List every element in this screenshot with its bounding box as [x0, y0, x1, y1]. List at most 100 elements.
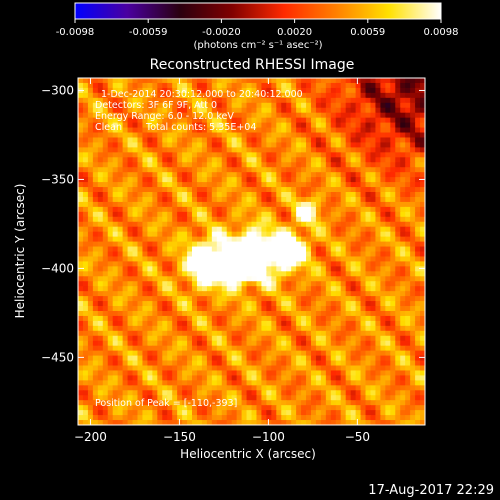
heatmap-cell: [92, 78, 99, 84]
heatmap-cell: [162, 221, 168, 228]
heatmap-cell: [350, 137, 357, 144]
heatmap-cell: [192, 92, 198, 99]
heatmap-cell: [306, 350, 312, 357]
heatmap-cell: [345, 196, 352, 203]
heatmap-cell: [400, 172, 406, 178]
heatmap-cell: [107, 410, 114, 416]
heatmap-cell: [301, 335, 307, 342]
heatmap-cell: [157, 201, 163, 208]
heatmap-cell: [78, 271, 84, 277]
heatmap-cell: [296, 182, 302, 188]
colorbar-tick-label: 0.0059: [350, 27, 385, 38]
heatmap-cell: [97, 261, 104, 267]
heatmap-cell: [206, 102, 213, 109]
heatmap-cell: [162, 147, 168, 153]
heatmap-cell: [132, 187, 139, 193]
heatmap-cell: [196, 310, 203, 317]
heatmap-cell: [370, 301, 377, 307]
heatmap-cell: [370, 390, 377, 396]
heatmap-cell: [410, 226, 416, 233]
heatmap-cell: [172, 276, 178, 282]
heatmap-cell: [335, 380, 342, 386]
heatmap-cell: [107, 325, 114, 332]
heatmap-cell: [92, 87, 99, 94]
heatmap-cell: [415, 390, 421, 396]
heatmap-cell: [117, 102, 124, 109]
heatmap-cell: [236, 167, 243, 173]
heatmap-cell: [301, 266, 307, 272]
heatmap-cell: [350, 310, 357, 317]
heatmap-cell: [350, 375, 357, 381]
heatmap-cell: [147, 117, 153, 124]
heatmap-cell: [142, 301, 148, 307]
heatmap-cell: [211, 82, 218, 89]
heatmap-cell: [147, 370, 153, 377]
heatmap-cell: [97, 192, 104, 198]
heatmap-cell: [335, 152, 342, 158]
heatmap-cell: [162, 172, 168, 178]
heatmap-cell: [266, 400, 272, 406]
heatmap-cell: [167, 310, 173, 317]
heatmap-cell: [221, 315, 228, 322]
heatmap-cell: [266, 320, 272, 327]
heatmap-cell: [315, 365, 322, 372]
heatmap-cell: [122, 355, 129, 362]
heatmap-cell: [142, 286, 148, 292]
heatmap-cell: [335, 107, 342, 114]
heatmap-cell: [127, 365, 134, 372]
heatmap-cell: [325, 340, 332, 347]
heatmap-cell: [385, 291, 391, 297]
heatmap-cell: [192, 330, 198, 337]
heatmap-cell: [147, 82, 153, 89]
heatmap-cell: [370, 410, 377, 416]
heatmap-cell: [92, 256, 99, 263]
heatmap-cell: [365, 187, 372, 193]
heatmap-cell: [162, 360, 168, 367]
heatmap-cell: [132, 172, 139, 178]
heatmap-cell: [122, 236, 129, 243]
heatmap-cell: [132, 127, 139, 134]
heatmap-cell: [192, 355, 198, 362]
heatmap-cell: [390, 92, 396, 99]
heatmap-cell: [196, 390, 203, 396]
heatmap-cell: [226, 320, 233, 327]
heatmap-cell: [137, 192, 144, 198]
heatmap-cell: [395, 281, 401, 287]
heatmap-cell: [350, 102, 357, 109]
heatmap-cell: [157, 142, 163, 148]
heatmap-cell: [370, 122, 377, 129]
heatmap-cell: [370, 92, 377, 99]
heatmap-cell: [276, 117, 282, 124]
heatmap-cell: [122, 162, 129, 168]
heatmap-cell: [380, 400, 386, 406]
heatmap-cell: [167, 350, 173, 357]
heatmap-cell: [360, 306, 367, 312]
heatmap-cell: [147, 360, 153, 367]
heatmap-cell: [320, 82, 327, 89]
heatmap-cell: [187, 330, 193, 337]
heatmap-cell: [97, 325, 104, 332]
heatmap-cell: [187, 112, 193, 119]
heatmap-cell: [330, 385, 337, 391]
heatmap-cell: [97, 410, 104, 416]
heatmap-cell: [122, 405, 129, 411]
heatmap-cell: [206, 92, 213, 99]
heatmap-cell: [177, 167, 183, 173]
heatmap-cell: [261, 345, 267, 352]
heatmap-cell: [410, 286, 416, 292]
heatmap-cell: [87, 256, 94, 263]
heatmap-cell: [251, 330, 258, 337]
heatmap-cell: [231, 385, 238, 391]
heatmap-cell: [306, 122, 312, 129]
heatmap-cell: [350, 92, 357, 99]
heatmap-cell: [182, 211, 188, 218]
heatmap-cell: [276, 97, 282, 104]
heatmap-cell: [291, 142, 297, 148]
heatmap-cell: [281, 92, 287, 99]
heatmap-cell: [301, 415, 307, 421]
heatmap-cell: [400, 142, 406, 148]
heatmap-cell: [236, 340, 243, 347]
heatmap-cell: [241, 187, 248, 193]
heatmap-cell: [206, 390, 213, 396]
heatmap-cell: [345, 157, 352, 163]
